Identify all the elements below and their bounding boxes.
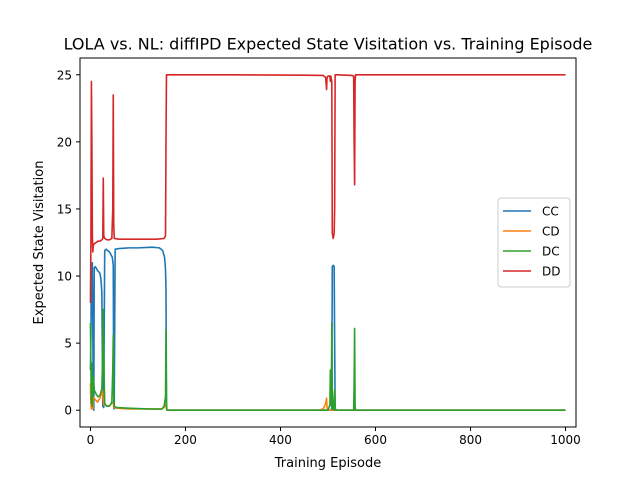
series-line-dc bbox=[89, 308, 566, 412]
legend-label-dc: DC bbox=[542, 245, 560, 259]
x-axis-label: Training Episode bbox=[274, 456, 381, 471]
y-tick-label: 10 bbox=[57, 270, 72, 284]
y-tick-label: 25 bbox=[57, 68, 72, 82]
y-axis-label: Expected State Visitation bbox=[32, 161, 47, 325]
chart-title: LOLA vs. NL: diffIPD Expected State Visi… bbox=[64, 35, 593, 54]
series-line-dd bbox=[89, 73, 566, 303]
series-line-cc bbox=[89, 246, 566, 412]
plot-frame bbox=[79, 57, 577, 428]
series-lines bbox=[89, 73, 566, 412]
legend-label-dd: DD bbox=[542, 265, 560, 279]
x-tick-label: 400 bbox=[269, 433, 292, 447]
y-tick-label: 0 bbox=[64, 404, 72, 418]
x-axis: 0 200 400 600 800 1000 bbox=[87, 427, 581, 447]
x-tick-label: 600 bbox=[364, 433, 387, 447]
plot-area bbox=[79, 57, 577, 428]
y-tick-label: 20 bbox=[57, 135, 72, 149]
legend-label-cc: CC bbox=[542, 205, 559, 219]
legend-box bbox=[497, 197, 571, 288]
y-tick-label: 15 bbox=[57, 202, 72, 216]
x-tick-label: 0 bbox=[87, 433, 95, 447]
y-tick-label: 5 bbox=[64, 337, 72, 351]
legend-label-cd: CD bbox=[542, 225, 560, 239]
x-tick-label: 800 bbox=[459, 433, 482, 447]
x-tick-label: 200 bbox=[174, 433, 197, 447]
x-tick-label: 1000 bbox=[550, 433, 581, 447]
legend: CC CD DC DD bbox=[497, 197, 571, 288]
y-axis: 0 5 10 15 20 25 bbox=[57, 68, 80, 418]
